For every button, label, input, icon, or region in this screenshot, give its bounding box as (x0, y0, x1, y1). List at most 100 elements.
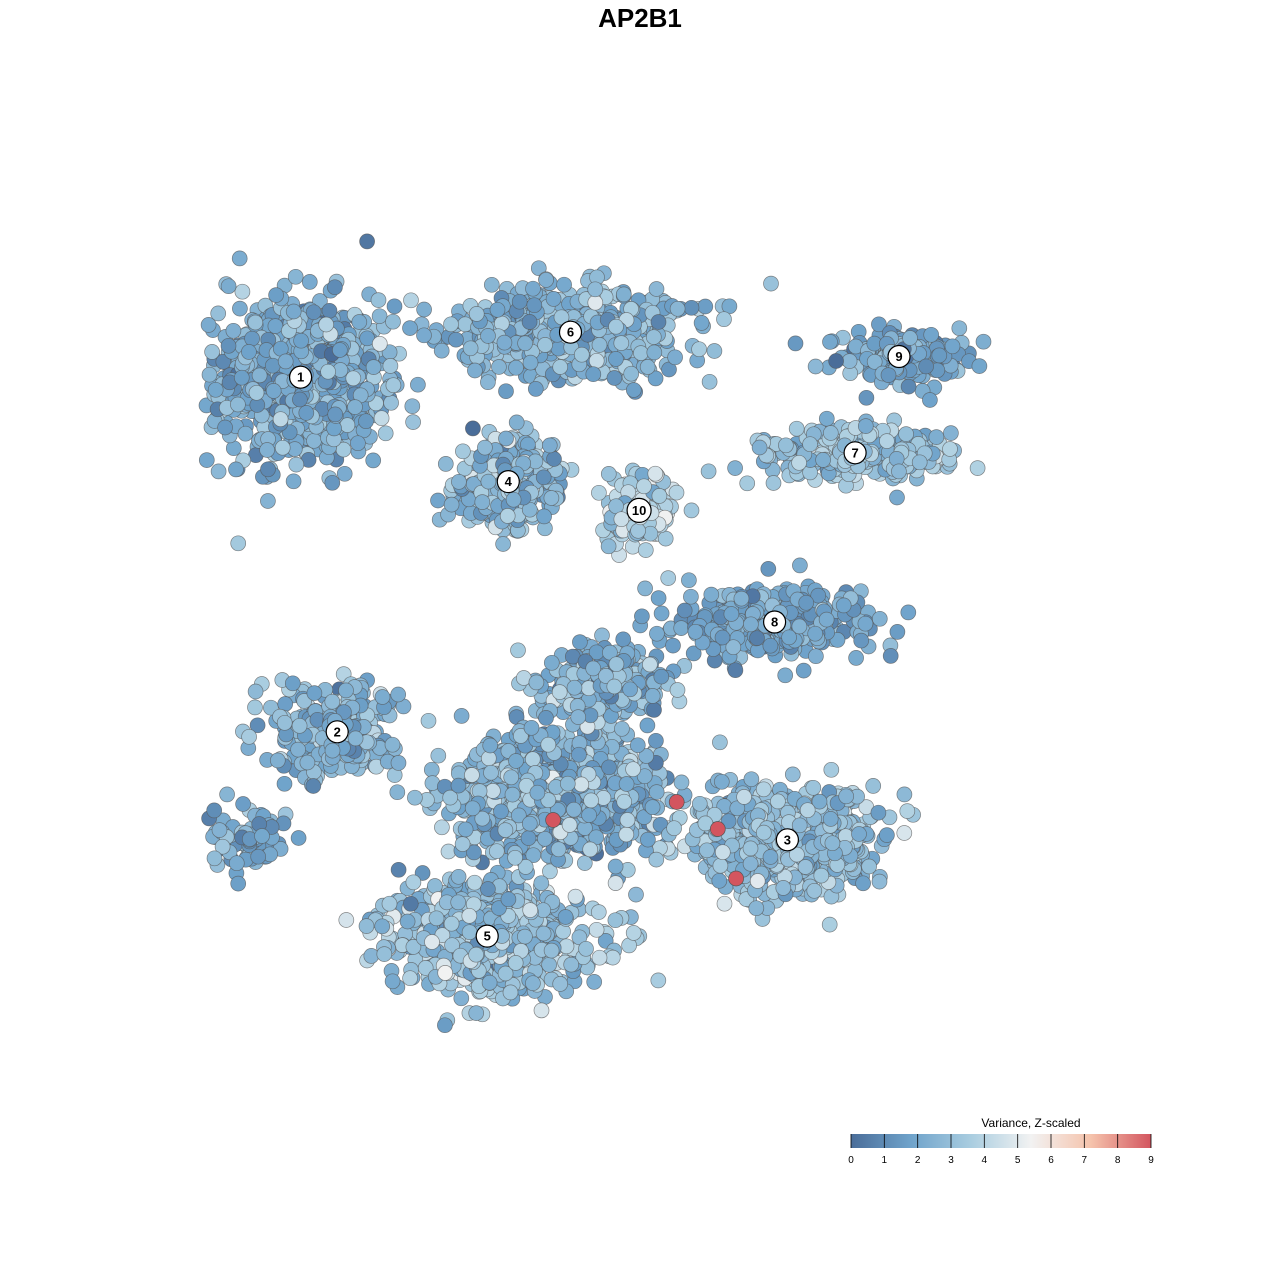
data-point (818, 611, 835, 628)
data-point (232, 300, 248, 317)
data-point (437, 456, 454, 472)
data-point (522, 354, 539, 371)
data-point (567, 888, 584, 905)
data-point (290, 741, 306, 758)
data-point (608, 318, 624, 335)
data-point (457, 316, 474, 333)
data-point (505, 491, 522, 508)
data-point (371, 335, 388, 352)
data-point (363, 948, 380, 964)
data-point (465, 420, 481, 437)
data-point (607, 875, 624, 891)
data-point (231, 250, 248, 267)
data-point (587, 281, 604, 298)
data-point (327, 279, 343, 296)
data-point (765, 475, 782, 491)
data-point (823, 761, 840, 778)
data-point (305, 304, 322, 321)
data-point (402, 895, 419, 912)
data-point (591, 949, 608, 966)
data-point (646, 344, 663, 361)
data-point (318, 316, 335, 333)
data-point (453, 990, 470, 1007)
data-point (288, 456, 305, 473)
data-point (857, 418, 874, 434)
data-point (573, 346, 590, 363)
data-point (496, 334, 513, 351)
data-point (287, 268, 304, 285)
data-point (198, 452, 215, 468)
data-point (871, 610, 888, 627)
data-point (477, 439, 493, 456)
data-point (468, 946, 484, 963)
data-point (798, 594, 815, 611)
data-point (751, 439, 768, 456)
data-point (338, 912, 355, 928)
points-layer (198, 233, 992, 1034)
data-point (630, 522, 646, 539)
data-point (882, 648, 899, 664)
data-point (522, 902, 539, 918)
data-point (437, 965, 454, 981)
data-point (230, 535, 247, 552)
data-point (578, 940, 594, 957)
data-point (533, 1002, 550, 1019)
data-point (625, 382, 642, 398)
data-point (241, 344, 257, 360)
data-point (781, 629, 797, 646)
data-point (481, 974, 498, 991)
data-point (327, 406, 344, 423)
data-point (324, 693, 341, 710)
data-point (247, 683, 264, 700)
data-point (276, 775, 293, 792)
data-point (268, 287, 284, 303)
data-point (637, 542, 654, 558)
data-point (374, 689, 391, 705)
data-point (918, 358, 934, 375)
data-point (944, 338, 961, 355)
data-point (480, 473, 497, 490)
data-point (743, 616, 759, 633)
data-point (590, 904, 607, 920)
data-point (928, 429, 945, 445)
data-point (822, 811, 839, 827)
chart-title: AP2B1 (598, 3, 682, 33)
data-point (760, 561, 777, 577)
data-point (230, 396, 246, 413)
data-point (788, 420, 805, 437)
data-point (285, 473, 302, 490)
data-point (625, 925, 642, 941)
data-point (324, 742, 341, 759)
data-point (711, 872, 728, 889)
data-point (365, 359, 382, 375)
data-point (210, 463, 227, 480)
data-point (374, 918, 391, 935)
data-point (587, 294, 604, 311)
data-point (898, 426, 914, 442)
data-point (600, 466, 617, 482)
data-point (604, 949, 621, 966)
data-point (468, 1005, 485, 1021)
data-point (384, 736, 401, 753)
data-point (557, 909, 574, 925)
data-point (613, 335, 630, 351)
data-point (305, 778, 322, 794)
data-point (251, 367, 268, 384)
data-point (683, 502, 700, 519)
data-point (858, 389, 875, 406)
data-point (517, 928, 533, 945)
data-point (770, 793, 786, 810)
data-point (971, 358, 988, 374)
data-point (248, 384, 265, 401)
data-point (403, 292, 419, 309)
data-point (805, 779, 822, 796)
data-point (498, 430, 514, 447)
data-point (806, 882, 823, 899)
data-point (285, 303, 302, 320)
data-point (358, 918, 375, 934)
data-point (537, 337, 553, 353)
data-point (588, 352, 605, 369)
data-point (778, 437, 794, 454)
data-point (511, 293, 528, 310)
data-point (650, 314, 667, 330)
